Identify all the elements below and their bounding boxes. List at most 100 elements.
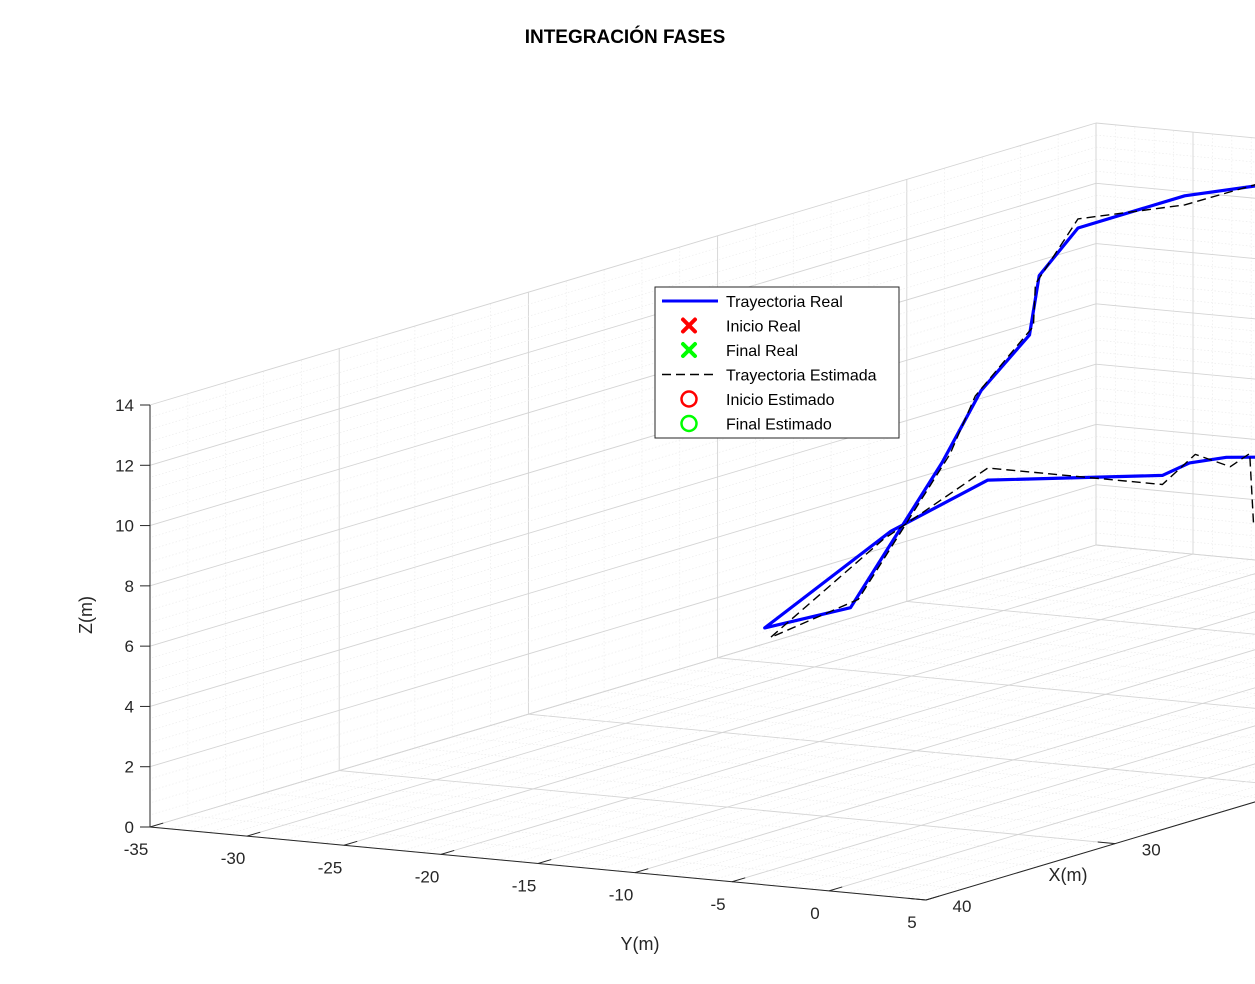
grid-major <box>828 763 1255 892</box>
legend-item-final-real: Final Real <box>681 342 798 360</box>
grid-minor <box>149 207 1097 490</box>
legend-item-inicio-estimado: Inicio Estimado <box>680 390 835 409</box>
grid-minor <box>149 496 1097 780</box>
legend-swatch-x <box>681 342 697 358</box>
grid-major <box>906 600 1255 635</box>
legend-label: Final Estimado <box>726 417 832 434</box>
grid-minor <box>149 146 1097 430</box>
grid-minor <box>499 634 1255 861</box>
grid-major <box>1095 303 1255 320</box>
y-tick-label: -10 <box>609 886 634 905</box>
grid-minor <box>227 551 1174 835</box>
y-tick <box>731 877 746 883</box>
grid-major <box>149 363 1097 647</box>
grid-major <box>246 553 1194 837</box>
y-tick <box>537 859 552 864</box>
grid-major <box>440 611 1255 855</box>
grid-minor <box>1095 267 1255 283</box>
y-tick-label: -30 <box>221 849 246 868</box>
grid-minor <box>673 702 1255 877</box>
grid-minor <box>382 588 1255 850</box>
grid-minor <box>402 596 1255 852</box>
x-tick <box>908 897 927 901</box>
grid-minor <box>149 219 1097 502</box>
grid-minor <box>1095 170 1255 187</box>
grid-minor <box>1095 279 1255 296</box>
grid-minor <box>324 565 1255 844</box>
y-tick <box>149 822 164 828</box>
grid-major <box>1095 423 1255 440</box>
grid-minor <box>693 710 1255 879</box>
grid-major <box>1095 122 1255 139</box>
grid-minor <box>1058 555 1255 576</box>
grid-minor <box>1095 255 1255 271</box>
grid-minor <box>266 555 1213 839</box>
series-trayectoria-estimada <box>769 184 1255 639</box>
grid-minor <box>1095 339 1255 356</box>
grid-minor <box>149 291 1097 575</box>
grid-minor <box>1095 472 1255 488</box>
grid-minor <box>1095 436 1255 452</box>
y-axis-label: Y(m) <box>621 934 660 954</box>
grid-minor <box>1095 231 1255 247</box>
grid-major <box>1095 484 1255 501</box>
grid-minor <box>1095 387 1255 404</box>
grid-minor <box>479 626 1255 859</box>
legend-label: Inicio Estimado <box>726 392 835 409</box>
grid-minor <box>149 279 1097 563</box>
grid-minor <box>1095 532 1255 549</box>
grid-minor <box>751 733 1255 884</box>
grid-major <box>149 544 1097 828</box>
legend-label: Trayectoria Estimada <box>726 368 877 385</box>
grid-minor <box>1095 146 1255 163</box>
grid-minor <box>1095 207 1255 223</box>
grid-minor <box>149 267 1097 551</box>
grid-minor <box>887 786 1255 897</box>
tick-marks <box>140 404 1116 901</box>
grid-minor <box>305 559 1252 842</box>
grid-minor <box>149 158 1097 442</box>
grid-minor <box>149 327 1097 611</box>
grid-minor <box>149 520 1097 804</box>
grid-minor <box>1095 158 1255 175</box>
grid-minor <box>1095 219 1255 235</box>
y-tick-label: -5 <box>710 895 725 914</box>
grid-minor <box>208 550 1155 833</box>
grid-minor <box>149 399 1097 683</box>
grid-minor <box>1095 412 1255 428</box>
grid-minor <box>596 672 1255 870</box>
grid-minor <box>1095 508 1255 525</box>
y-tick-label: 5 <box>907 913 916 932</box>
y-tick <box>343 840 358 846</box>
grid-minor <box>285 557 1232 841</box>
grid-minor <box>1020 567 1255 590</box>
grid-minor <box>518 641 1255 863</box>
y-tick-label: -35 <box>124 840 149 859</box>
y-tick <box>246 831 261 837</box>
grid-major <box>149 122 1097 406</box>
grid-major <box>537 649 1255 864</box>
grid-minor <box>848 771 1255 894</box>
grid-minor <box>149 448 1097 731</box>
x-axis-label: X(m) <box>1049 865 1088 885</box>
x-axis-line <box>925 801 1255 901</box>
grid-minor <box>867 778 1255 895</box>
grid-minor <box>421 603 1255 853</box>
legend-swatch-circle <box>680 390 698 408</box>
y-tick <box>440 849 455 855</box>
grid-minor <box>1095 327 1255 344</box>
legend-box <box>654 286 900 439</box>
grid-minor <box>1095 194 1255 211</box>
grid-minor <box>1095 520 1255 537</box>
legend[interactable]: Trayectoria Real Inicio Real Final Real Tra… <box>654 286 900 439</box>
grid-minor <box>1095 375 1255 392</box>
y-tick-label: -25 <box>318 858 343 877</box>
legend-item-inicio-real: Inicio Real <box>681 317 801 336</box>
grid-major <box>149 484 1097 768</box>
grid-minor <box>149 351 1097 635</box>
grid-minor <box>149 315 1097 599</box>
grid-minor <box>615 679 1255 872</box>
grid-major <box>149 182 1097 466</box>
grid-minor <box>868 612 1255 650</box>
y-tick-label: -20 <box>415 867 440 886</box>
